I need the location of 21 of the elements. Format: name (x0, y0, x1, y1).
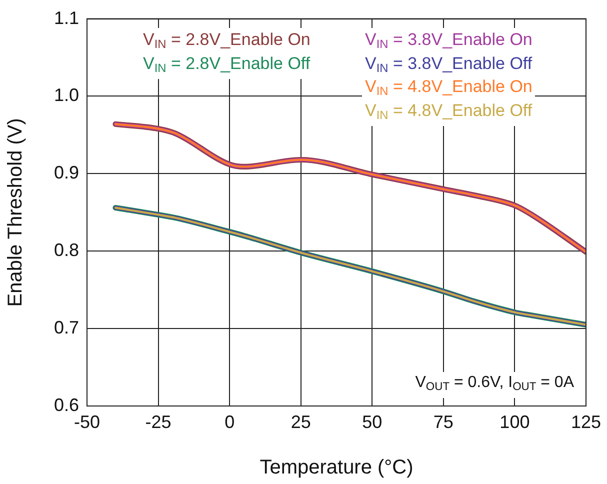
x-tick-label: -25 (145, 412, 172, 432)
x-tick-label: 0 (224, 412, 235, 432)
text: V$_{IN}$ = 3.8V_Enable Off (365, 54, 532, 74)
y-tick-label: 1.1 (54, 8, 79, 28)
y-axis-title: Enable Threshold (V) (4, 118, 27, 307)
y-tick-label: 1.0 (54, 85, 79, 106)
y-tick-label: 0.8 (54, 240, 79, 260)
x-tick-label: 125 (570, 412, 602, 432)
x-tick-label: 50 (362, 412, 382, 432)
x-tick-label: 75 (433, 412, 454, 432)
x-axis-title: Temperature (°C) (260, 456, 414, 479)
x-tick-label: 25 (290, 412, 311, 432)
text: V$_{IN}$ = 2.8V_Enable Off (140, 52, 314, 80)
y-tick-label: 0.9 (54, 162, 79, 183)
y-tick-label: 0.7 (54, 318, 79, 338)
annotation: V$_{OUT}$ = 0.6V, I$_{OUT}$ = 0A (412, 372, 577, 398)
text: V$_{IN}$ = 4.8V_Enable On (365, 77, 532, 98)
text: V$_{IN}$ = 4.8V_Enable Off (362, 98, 536, 126)
text: V$_{IN}$ = 3.8V_Enable On (365, 30, 532, 51)
x-tick-label: 100 (500, 412, 530, 432)
text: V$_{IN}$ = 2.8V_Enable On (143, 30, 310, 51)
